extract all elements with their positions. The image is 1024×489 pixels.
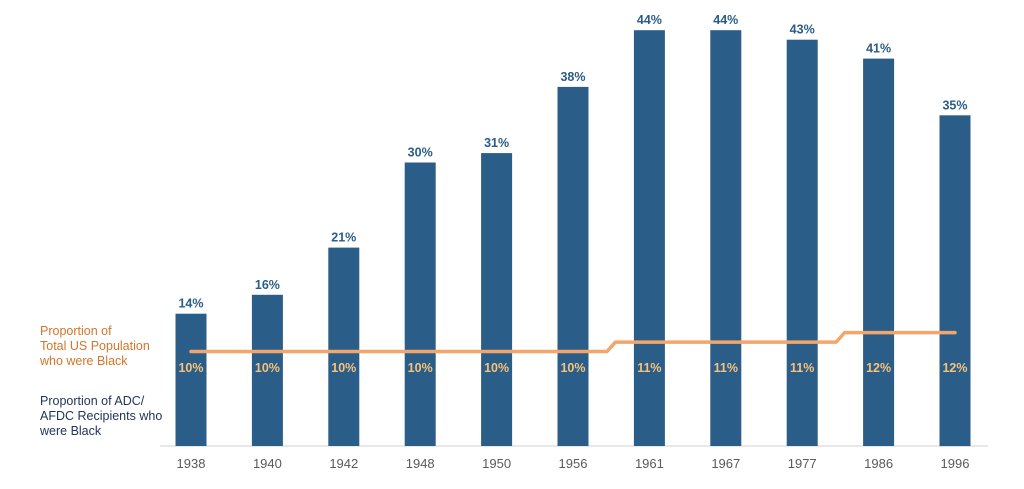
x-tick-label-1948: 1948 xyxy=(406,456,435,471)
bar-value-label-1942: 21% xyxy=(331,231,356,245)
line-value-label-1967: 11% xyxy=(714,361,738,375)
line-value-label-1950: 10% xyxy=(484,361,509,375)
bar-1940 xyxy=(251,294,283,446)
bar-1977 xyxy=(786,39,818,446)
line-value-label-1986: 12% xyxy=(866,361,891,375)
bar-value-label-1961: 44% xyxy=(637,13,662,27)
legend-population: Proportion of Total US Population who we… xyxy=(40,324,190,369)
bar-value-label-1986: 41% xyxy=(866,42,891,56)
legend-afdc-line-2: AFDC Recipients who xyxy=(40,409,163,423)
line-value-label-1956: 10% xyxy=(560,361,585,375)
bar-value-label-1956: 38% xyxy=(560,70,585,84)
bar-1942 xyxy=(328,247,360,446)
x-tick-label-1996: 1996 xyxy=(941,456,970,471)
x-tick-label-1961: 1961 xyxy=(635,456,664,471)
x-tick-label-1942: 1942 xyxy=(329,456,358,471)
population-line xyxy=(189,330,957,354)
line-value-label-1942: 10% xyxy=(331,361,356,375)
legend-population-line-2: Total US Population xyxy=(40,339,150,353)
legend-afdc: Proportion of ADC/ AFDC Recipients who w… xyxy=(40,394,190,439)
legend-population-line-3: who were Black xyxy=(40,354,128,368)
x-tick-label-1950: 1950 xyxy=(482,456,511,471)
line-labels-group: 10% 10% 10% 10% 10% 10% 11% 11% 11% 12% 12% xyxy=(178,361,967,375)
legend-afdc-line-1: Proportion of ADC/ xyxy=(40,394,145,408)
bar-value-label-1967: 44% xyxy=(713,13,738,27)
x-tick-label-1986: 1986 xyxy=(864,456,893,471)
bar-1956 xyxy=(557,86,589,447)
bars-group xyxy=(175,30,971,447)
legend-afdc-line-3: were Black xyxy=(40,424,102,438)
bar-value-label-1948: 30% xyxy=(408,146,433,160)
bar-value-label-1996: 35% xyxy=(942,98,967,112)
bar-value-label-1977: 43% xyxy=(790,23,815,37)
line-value-label-1948: 10% xyxy=(408,361,433,375)
bar-1938 xyxy=(175,313,207,446)
line-value-label-1961: 11% xyxy=(637,361,661,375)
bar-value-label-1940: 16% xyxy=(255,278,280,292)
x-tick-label-1977: 1977 xyxy=(788,456,817,471)
x-tick-label-1940: 1940 xyxy=(253,456,282,471)
bar-1950 xyxy=(481,153,513,446)
line-value-label-1996: 12% xyxy=(942,361,967,375)
bar-1961 xyxy=(633,30,665,446)
bar-value-label-1950: 31% xyxy=(484,136,509,150)
x-tick-label-1956: 1956 xyxy=(559,456,588,471)
bar-1967 xyxy=(710,30,742,446)
line-value-label-1938: 10% xyxy=(178,361,203,375)
line-value-label-1977: 11% xyxy=(790,361,814,375)
bar-1996 xyxy=(939,115,971,447)
bar-1948 xyxy=(404,162,436,446)
bar-1986 xyxy=(863,58,895,446)
bar-labels-group: 14% 16% 21% 30% 31% 38% 44% 44% 43% 41% 35% xyxy=(178,13,967,311)
x-ticks-group: 1938 1940 1942 1948 1950 1956 1961 1967 1977 1986… xyxy=(177,456,970,471)
line-value-label-1940: 10% xyxy=(255,361,280,375)
x-tick-label-1967: 1967 xyxy=(711,456,740,471)
bar-value-label-1938: 14% xyxy=(178,297,203,311)
x-tick-label-1938: 1938 xyxy=(177,456,206,471)
legend-population-line-1: Proportion of xyxy=(40,324,112,338)
